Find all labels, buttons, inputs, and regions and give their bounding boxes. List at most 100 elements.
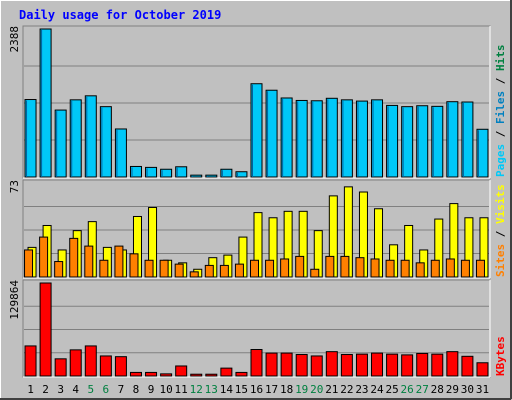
- x-label-day-28: 28: [431, 383, 444, 396]
- bar-kbytes-day-28: [431, 353, 444, 377]
- bar-pages-day-9: [145, 166, 158, 178]
- x-label-day-31: 31: [476, 383, 489, 396]
- bar-pages-day-31: [476, 128, 489, 178]
- y-axis-max-labels: 2388 73 129864: [8, 26, 21, 320]
- y-max-label-visits-sites: 73: [8, 180, 21, 193]
- bar-sites-day-30: [460, 259, 470, 278]
- bar-kbytes-day-17: [265, 352, 278, 377]
- bar-pages-day-7: [114, 128, 127, 178]
- x-label-day-1: 1: [27, 383, 34, 396]
- bar-pages-day-28: [431, 105, 444, 178]
- bar-sites-day-13: [204, 264, 214, 278]
- legend-label-kbytes: KBytes: [494, 336, 507, 376]
- bar-pages-day-30: [461, 101, 474, 178]
- bar-sites-day-14: [219, 264, 229, 278]
- bar-kbytes-day-15: [235, 371, 248, 377]
- bar-pages-day-5: [84, 95, 97, 178]
- x-label-day-7: 7: [118, 383, 125, 396]
- bar-sites-day-19: [295, 255, 305, 278]
- x-label-day-5: 5: [87, 383, 94, 396]
- bar-pages-day-2: [39, 28, 52, 178]
- bar-pages-day-22: [340, 99, 353, 178]
- legend-label-hits: Hits: [494, 45, 507, 72]
- bar-pages-day-1: [24, 99, 37, 178]
- series-legend-labels: Pages / Files / Hits Sites / Visits KBytes: [494, 45, 507, 377]
- x-label-day-20: 20: [310, 383, 323, 396]
- bar-sites-day-6: [99, 259, 109, 278]
- bar-kbytes-day-23: [355, 353, 368, 377]
- x-label-day-10: 10: [159, 383, 172, 396]
- x-label-day-12: 12: [190, 383, 203, 396]
- bar-pages-day-18: [280, 97, 293, 178]
- legend-label-sites: Sites: [494, 244, 507, 277]
- bar-kbytes-day-7: [114, 356, 127, 377]
- x-label-day-4: 4: [72, 383, 79, 396]
- x-label-day-8: 8: [133, 383, 140, 396]
- bar-pages-day-24: [371, 99, 384, 178]
- legend-label-/: /: [494, 71, 507, 91]
- x-label-day-2: 2: [42, 383, 49, 396]
- x-label-day-30: 30: [461, 383, 474, 396]
- bar-pages-day-20: [310, 100, 323, 178]
- chart-bars: [24, 28, 489, 377]
- bar-pages-day-23: [355, 100, 368, 178]
- x-label-day-24: 24: [370, 383, 384, 396]
- bar-sites-day-23: [355, 257, 365, 278]
- x-label-day-3: 3: [57, 383, 64, 396]
- bar-kbytes-day-29: [446, 351, 459, 377]
- bar-kbytes-day-27: [416, 352, 429, 377]
- bar-kbytes-day-22: [340, 354, 353, 377]
- bar-sites-day-8: [129, 253, 139, 278]
- bar-sites-day-11: [174, 263, 184, 278]
- legend-hits-pages: Pages / Files / Hits: [494, 45, 507, 178]
- bar-kbytes-day-18: [280, 352, 293, 377]
- x-label-day-17: 17: [265, 383, 278, 396]
- x-label-day-16: 16: [250, 383, 263, 396]
- legend-label-/: /: [494, 224, 507, 244]
- legend-label-/: /: [494, 124, 507, 144]
- bar-sites-day-15: [234, 263, 244, 278]
- bar-sites-day-24: [370, 258, 380, 278]
- bar-pages-day-19: [295, 99, 308, 178]
- bar-kbytes-day-12: [190, 373, 203, 377]
- bar-kbytes-day-1: [24, 345, 37, 377]
- legend-label-visits: Visits: [494, 184, 507, 224]
- bar-kbytes-day-3: [54, 358, 67, 377]
- bar-pages-day-15: [235, 171, 248, 178]
- bar-pages-day-26: [401, 106, 414, 178]
- bar-sites-day-28: [430, 259, 440, 278]
- bar-sites-day-22: [340, 255, 350, 278]
- bar-kbytes-day-9: [145, 371, 158, 377]
- bar-kbytes-day-6: [99, 355, 112, 377]
- bar-pages-day-21: [325, 97, 338, 178]
- bar-sites-day-17: [265, 259, 275, 278]
- bar-kbytes-day-31: [476, 362, 489, 377]
- bar-kbytes-day-11: [175, 365, 188, 377]
- bar-kbytes-day-25: [386, 353, 399, 377]
- bar-pages-day-8: [129, 165, 142, 178]
- bar-sites-day-10: [159, 259, 169, 278]
- bar-kbytes-day-2: [39, 282, 52, 377]
- legend-kbytes: KBytes: [494, 336, 507, 376]
- bar-sites-day-5: [84, 245, 94, 278]
- legend-label-files: Files: [494, 91, 507, 124]
- bar-sites-day-12: [189, 271, 199, 278]
- bar-sites-day-25: [385, 259, 395, 278]
- x-label-day-6: 6: [103, 383, 110, 396]
- bar-pages-day-29: [446, 101, 459, 178]
- bar-kbytes-day-24: [371, 352, 384, 377]
- bar-kbytes-day-14: [220, 367, 233, 377]
- bar-pages-day-27: [416, 105, 429, 178]
- bar-sites-day-27: [415, 262, 425, 278]
- bar-sites-day-20: [310, 268, 320, 278]
- bar-pages-day-17: [265, 89, 278, 178]
- x-label-day-22: 22: [340, 383, 353, 396]
- bar-pages-day-6: [99, 106, 112, 178]
- bar-pages-day-4: [69, 99, 82, 178]
- x-label-day-13: 13: [205, 383, 218, 396]
- bar-pages-day-11: [175, 166, 188, 178]
- y-max-label-kbytes: 129864: [8, 280, 21, 320]
- bar-pages-day-13: [205, 174, 218, 178]
